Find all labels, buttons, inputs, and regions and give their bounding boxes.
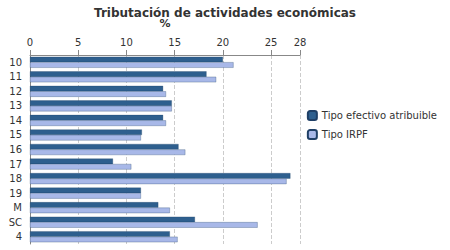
svg-text:14: 14 [9, 115, 22, 126]
svg-text:M: M [13, 202, 22, 213]
svg-text:4: 4 [16, 231, 22, 242]
svg-text:15: 15 [168, 37, 181, 48]
svg-text:17: 17 [9, 159, 22, 170]
svg-text:12: 12 [9, 86, 22, 97]
svg-text:Tipo IRPF: Tipo IRPF [321, 129, 368, 140]
svg-text:18: 18 [9, 173, 22, 184]
svg-text:Tipo efectivo atribuible: Tipo efectivo atribuible [321, 110, 437, 121]
svg-text:20: 20 [216, 37, 229, 48]
svg-text:15: 15 [9, 129, 22, 140]
svg-text:16: 16 [9, 144, 22, 155]
svg-text:10: 10 [9, 57, 22, 68]
svg-text:25: 25 [265, 37, 278, 48]
svg-text:11: 11 [9, 71, 22, 82]
svg-text:5: 5 [75, 37, 81, 48]
svg-text:13: 13 [9, 100, 22, 111]
svg-text:10: 10 [120, 37, 133, 48]
svg-text:28: 28 [294, 37, 307, 48]
svg-text:Tributación de actividades eco: Tributación de actividades económicas [94, 6, 356, 20]
svg-text:0: 0 [27, 37, 33, 48]
svg-text:SC: SC [9, 217, 22, 228]
svg-text:19: 19 [9, 188, 22, 199]
